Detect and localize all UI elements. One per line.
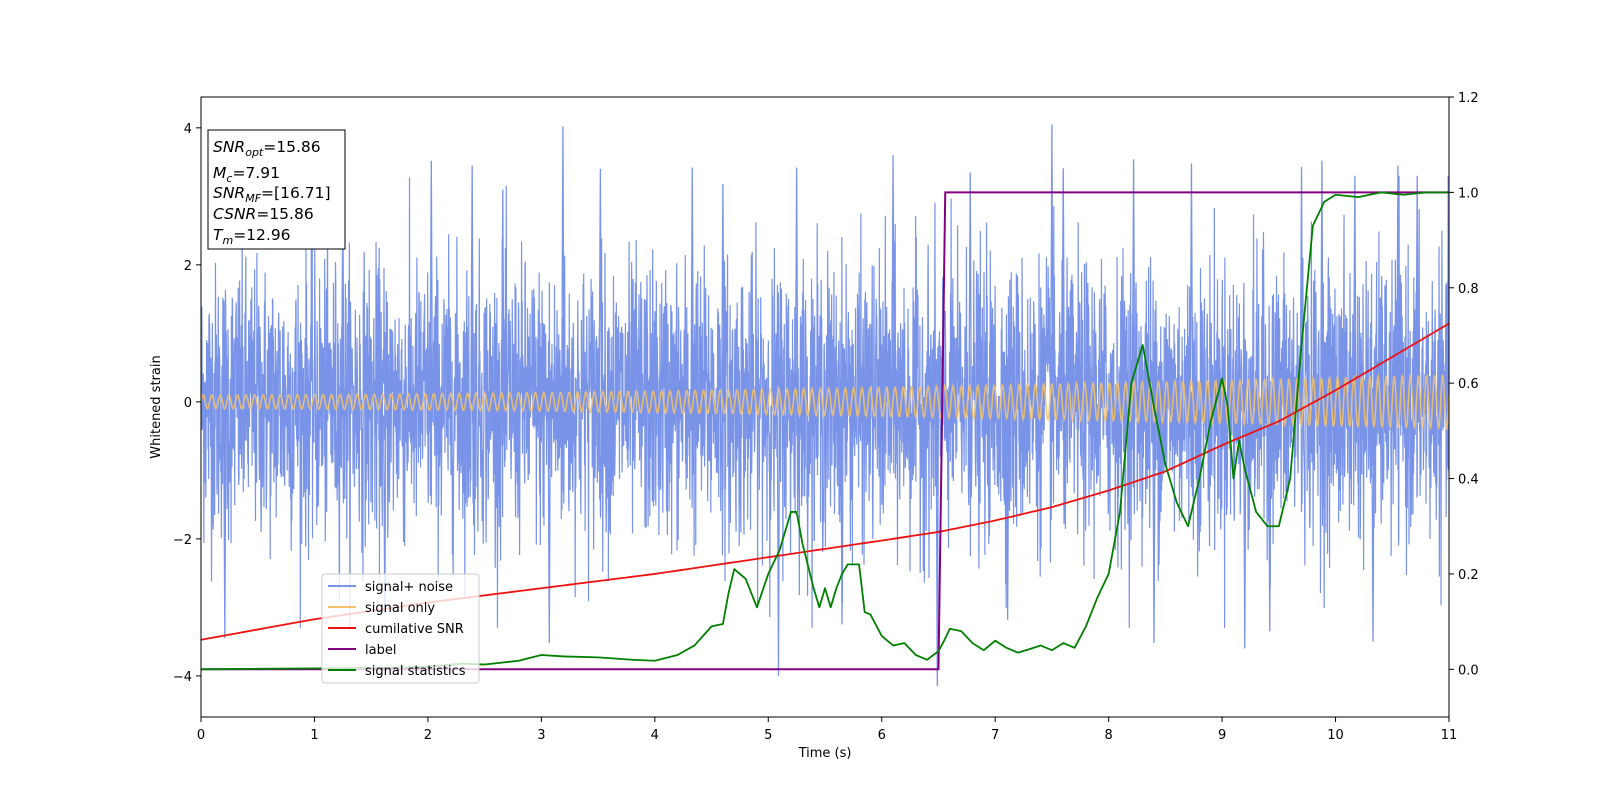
signal-noise-spike xyxy=(891,155,895,423)
signal-noise-spike xyxy=(840,381,844,625)
y2-tick-label: 0.0 xyxy=(1458,663,1479,678)
signal-noise-spike xyxy=(935,381,940,687)
x-tick-label: 9 xyxy=(1218,728,1226,743)
signal-noise-spike xyxy=(1050,124,1054,423)
series-signal-only-line xyxy=(201,373,1449,431)
legend: signal+ noise signal only cumilative SNR la… xyxy=(321,573,480,684)
legend-entry-label: signal+ noise xyxy=(365,580,453,595)
signal-noise-spike xyxy=(1005,381,1010,620)
signal-noise-spike xyxy=(1396,165,1400,423)
y-tick-label: 2 xyxy=(184,259,192,274)
y2-tick-label: 0.6 xyxy=(1458,377,1479,392)
signal-noise-spike xyxy=(1353,175,1357,423)
legend-entry-label: signal only xyxy=(365,601,435,616)
signal-noise-spike xyxy=(1131,159,1136,423)
x-tick-label: 1 xyxy=(310,728,318,743)
info-csnr: CSNR=15.86 xyxy=(213,205,314,223)
legend-entry-label: cumilative SNR xyxy=(365,622,464,637)
info-m-c: Mc=7.91 xyxy=(213,164,280,185)
plot-area xyxy=(201,124,1449,687)
y2-tick-label: 0.8 xyxy=(1458,282,1479,297)
signal-noise-spike xyxy=(1371,381,1375,642)
signal-noise-spike xyxy=(223,381,227,639)
signal-noise-spike xyxy=(721,184,725,423)
signal-noise-spike xyxy=(547,381,552,644)
axes: 0 1 2 3 4 5 6 7 8 9 10 11 −4 −2 0 2 4 0.0 0.2 0.4 0.6 0.8 1.0 1… xyxy=(173,91,1479,743)
signal-noise-spike xyxy=(598,168,603,423)
y-axis-label: Whitened strain xyxy=(149,355,164,458)
x-tick-label: 5 xyxy=(764,728,772,743)
signal-noise-spike xyxy=(690,167,695,423)
x-tick-label: 2 xyxy=(424,728,432,743)
signal-noise-spike xyxy=(794,167,799,423)
series-signal-statistics-line xyxy=(201,191,1449,671)
y2-tick-label: 0.4 xyxy=(1458,473,1479,488)
axes-frame xyxy=(200,96,1450,718)
signal-noise-spike xyxy=(1267,381,1272,632)
x-axis-label: Time (s) xyxy=(798,746,852,761)
signal-noise-spike xyxy=(1152,381,1156,644)
legend-frame xyxy=(321,573,480,684)
x-tick-label: 11 xyxy=(1441,728,1458,743)
signal-noise-spike xyxy=(1189,163,1194,423)
y-tick-label: 0 xyxy=(184,396,192,411)
signal-noise-spike xyxy=(968,172,973,423)
y2-tick-label: 1.0 xyxy=(1458,186,1479,201)
legend-entry-label: label xyxy=(365,643,396,658)
y2-tick-label: 1.2 xyxy=(1458,91,1479,106)
signal-noise-spike xyxy=(429,160,434,423)
signal-noise-spike xyxy=(1061,168,1066,423)
signal-noise-spike xyxy=(776,381,781,676)
info-box: SNRopt=15.86 Mc=7.91SNRMF=[16.71]CSNR=15.… xyxy=(207,129,346,250)
signal-noise-spike xyxy=(470,165,474,423)
x-tick-label: 7 xyxy=(991,728,999,743)
y-tick-label: −2 xyxy=(173,533,192,548)
y2-tick-label: 0.2 xyxy=(1458,568,1479,583)
x-tick-label: 3 xyxy=(537,728,545,743)
info-snr-opt: SNRopt=15.86 xyxy=(213,138,321,159)
info-box-frame xyxy=(207,129,346,250)
x-tick-label: 10 xyxy=(1327,728,1344,743)
signal-noise-spike xyxy=(501,189,505,423)
signal-noise-spike xyxy=(561,126,565,423)
x-tick-label: 8 xyxy=(1104,728,1112,743)
y-tick-label: −4 xyxy=(173,670,192,685)
info-t-m: Tm=12.96 xyxy=(213,226,291,247)
legend-entry-label: signal statistics xyxy=(365,664,466,679)
signal-noise-spike xyxy=(1415,175,1420,423)
x-tick-label: 6 xyxy=(878,728,886,743)
info-snr-mf: SNRMF=[16.71] xyxy=(213,184,331,205)
x-tick-label: 0 xyxy=(197,728,205,743)
x-tick-label: 4 xyxy=(651,728,659,743)
y-tick-label: 4 xyxy=(184,122,192,137)
signal-noise-spike xyxy=(1320,160,1324,423)
series-label-line xyxy=(201,191,1449,671)
